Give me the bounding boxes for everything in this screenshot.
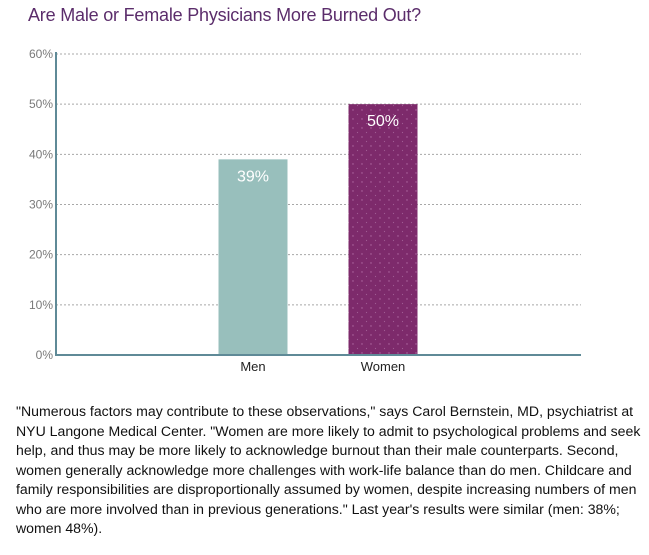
- value-label-women: 50%: [367, 113, 399, 130]
- caption-text: "Numerous factors may contribute to thes…: [16, 403, 641, 536]
- y-tick-label-0: 0%: [36, 348, 54, 362]
- y-tick-label-10: 10%: [29, 298, 53, 312]
- y-tick-label-30: 30%: [29, 198, 53, 212]
- gridlines: [56, 53, 581, 306]
- bar-chart: 0% 10% 20% 30% 40% 50% 60% 39% Men 50% Women: [29, 47, 581, 374]
- chart-title: Are Male or Female Physicians More Burne…: [28, 5, 421, 25]
- x-tick-label-women: Women: [361, 359, 406, 374]
- x-tick-label-men: Men: [240, 359, 265, 374]
- bar-texture-women: [348, 104, 418, 356]
- bars: [218, 104, 418, 356]
- y-tick-label-60: 60%: [29, 47, 53, 61]
- y-tick-label-40: 40%: [29, 147, 53, 161]
- labels: 0% 10% 20% 30% 40% 50% 60% 39% Men 50% Women: [29, 47, 405, 374]
- axes: [55, 52, 581, 356]
- bar-men: [218, 159, 288, 355]
- y-tick-label-20: 20%: [29, 248, 53, 262]
- y-tick-label-50: 50%: [29, 97, 53, 111]
- value-label-men: 39%: [237, 168, 269, 185]
